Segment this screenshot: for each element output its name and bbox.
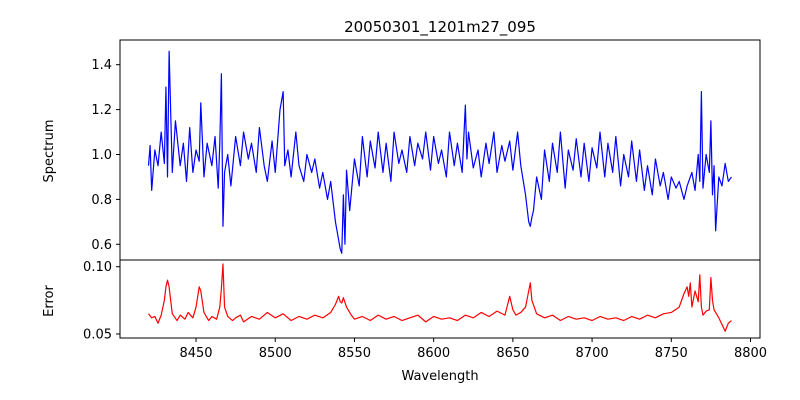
x-tick-label: 8700: [576, 346, 609, 361]
spectrum-y-tick-label: 0.8: [91, 193, 112, 208]
x-tick-label: 8750: [655, 346, 688, 361]
chart-title: 20050301_1201m27_095: [344, 18, 536, 37]
x-tick-label: 8500: [259, 346, 292, 361]
x-axis-ticks: 8450 8500 8550 8600 8650 8700 8750 8800: [179, 338, 767, 361]
spectrum-y-tick-label: 0.6: [91, 238, 112, 253]
error-y-ticks: 0.05 0.10: [83, 260, 120, 342]
x-tick-label: 8550: [338, 346, 371, 361]
x-axis-label: Wavelength: [401, 369, 478, 384]
x-tick-label: 8800: [734, 346, 767, 361]
spectrum-y-tick-label: 1.0: [91, 148, 112, 163]
error-series-line: [148, 263, 732, 332]
spectrum-y-ticks: 0.6 0.8 1.0 1.2 1.4: [91, 58, 120, 253]
spectrum-y-tick-label: 1.2: [91, 103, 112, 118]
spectrum-series-line: [147, 50, 732, 254]
error-y-tick-label: 0.05: [83, 327, 112, 342]
spectrum-y-axis-label: Spectrum: [42, 120, 57, 183]
error-panel: 0.05 0.10 Error: [42, 259, 761, 342]
error-axes-frame: [119, 259, 761, 339]
x-tick-label: 8600: [417, 346, 450, 361]
x-tick-label: 8450: [179, 346, 212, 361]
spectrum-y-tick-label: 1.4: [91, 58, 112, 73]
x-tick-label: 8650: [496, 346, 529, 361]
error-y-axis-label: Error: [42, 285, 57, 317]
error-y-tick-label: 0.10: [83, 260, 112, 275]
spectrum-panel: 0.6 0.8 1.0 1.2 1.4 Spectrum: [42, 39, 761, 261]
